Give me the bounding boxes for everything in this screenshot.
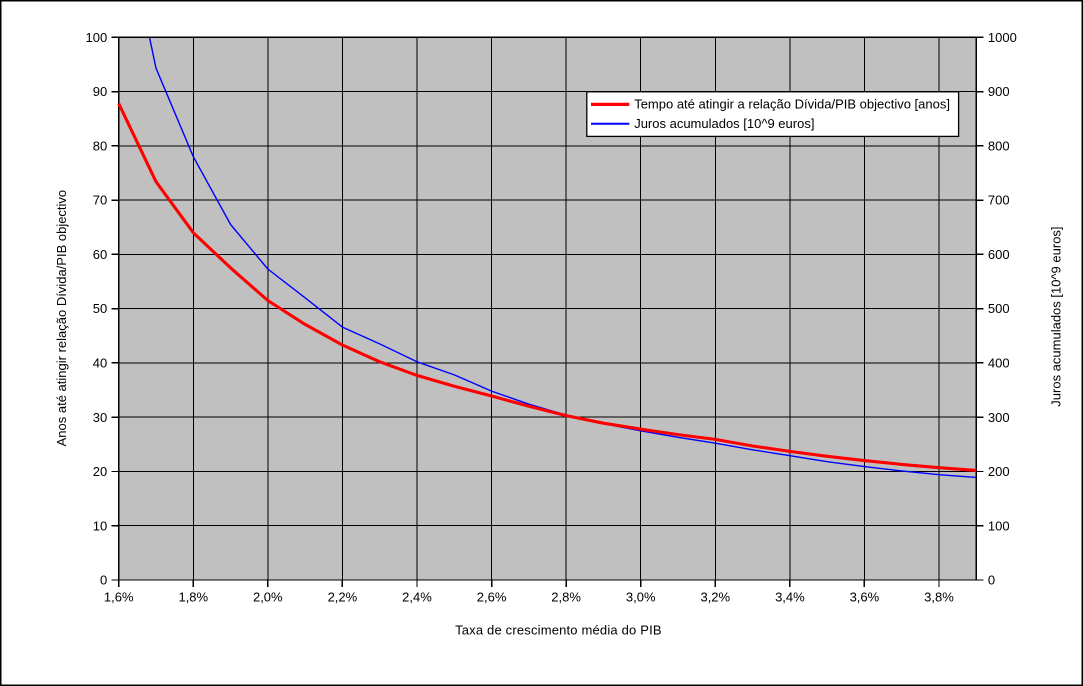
svg-text:80: 80 [93,138,107,153]
svg-text:1000: 1000 [988,30,1017,45]
svg-text:2,8%: 2,8% [551,590,581,605]
svg-text:40: 40 [93,356,107,371]
svg-text:100: 100 [988,518,1010,533]
svg-text:10: 10 [93,518,107,533]
svg-text:60: 60 [93,247,107,262]
svg-text:2,0%: 2,0% [253,590,283,605]
svg-text:2,2%: 2,2% [328,590,358,605]
svg-text:Anos até atingir relação Dívid: Anos até atingir relação Dívida/PIB obje… [54,190,69,447]
svg-text:Taxa de crescimento média do P: Taxa de crescimento média do PIB [455,623,662,638]
svg-text:Juros acumulados [10^9 euros]: Juros acumulados [10^9 euros] [634,116,814,131]
svg-text:Juros acumulados [10^9 euros]: Juros acumulados [10^9 euros] [1048,226,1063,406]
svg-text:2,6%: 2,6% [477,590,507,605]
svg-text:400: 400 [988,356,1010,371]
svg-text:3,0%: 3,0% [626,590,656,605]
svg-text:2,4%: 2,4% [402,590,432,605]
svg-text:900: 900 [988,84,1010,99]
svg-text:1,6%: 1,6% [104,590,134,605]
svg-text:20: 20 [93,464,107,479]
svg-text:3,6%: 3,6% [850,590,880,605]
svg-text:90: 90 [93,84,107,99]
svg-text:50: 50 [93,301,107,316]
svg-text:500: 500 [988,301,1010,316]
svg-text:0: 0 [100,573,107,588]
svg-text:3,4%: 3,4% [775,590,805,605]
svg-text:300: 300 [988,410,1010,425]
svg-text:3,8%: 3,8% [924,590,954,605]
svg-text:700: 700 [988,193,1010,208]
svg-text:600: 600 [988,247,1010,262]
svg-text:1,8%: 1,8% [178,590,208,605]
svg-text:3,2%: 3,2% [700,590,730,605]
svg-text:70: 70 [93,193,107,208]
svg-text:200: 200 [988,464,1010,479]
svg-text:30: 30 [93,410,107,425]
svg-text:100: 100 [85,30,107,45]
svg-text:0: 0 [988,573,995,588]
svg-text:800: 800 [988,138,1010,153]
svg-text:Tempo até atingir a relação Dí: Tempo até atingir a relação Dívida/PIB o… [634,97,950,112]
